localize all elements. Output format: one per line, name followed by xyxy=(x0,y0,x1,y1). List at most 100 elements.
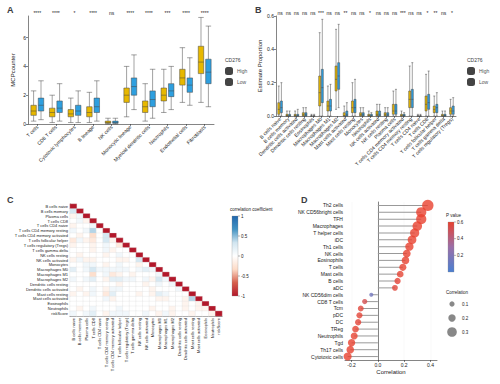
svg-text:NK cells: NK cells xyxy=(97,124,115,142)
svg-text:CD276: CD276 xyxy=(225,57,241,63)
svg-text:0.4: 0.4 xyxy=(267,46,274,52)
svg-text:Cytotoxic lymphocytes: Cytotoxic lymphocytes xyxy=(37,124,77,164)
svg-text:0.2: 0.2 xyxy=(462,316,469,321)
svg-text:****: **** xyxy=(126,10,134,16)
svg-text:Low: Low xyxy=(237,79,247,85)
svg-text:Macrophages: Macrophages xyxy=(313,223,344,229)
svg-text:ns: ns xyxy=(277,10,283,16)
svg-text:Th1 cells: Th1 cells xyxy=(323,244,344,250)
svg-text:Tgd: Tgd xyxy=(334,340,343,346)
svg-text:B cells: B cells xyxy=(328,278,343,284)
svg-text:D: D xyxy=(301,195,308,205)
svg-text:ns: ns xyxy=(335,10,341,16)
svg-text:0.1: 0.1 xyxy=(462,302,469,307)
svg-text:Low: Low xyxy=(479,79,489,85)
svg-text:0.2: 0.2 xyxy=(267,80,274,86)
svg-text:CD8 T cells: CD8 T cells xyxy=(317,299,343,305)
svg-text:T cells CD4 memory resting: T cells CD4 memory resting xyxy=(104,318,109,367)
svg-text:ns: ns xyxy=(310,10,316,16)
svg-text:T cells CD4 memory activated: T cells CD4 memory activated xyxy=(110,318,115,371)
svg-text:Cytotoxic cells: Cytotoxic cells xyxy=(311,354,343,360)
svg-text:ns: ns xyxy=(359,10,365,16)
svg-text:riskScore: riskScore xyxy=(51,311,68,316)
svg-text:NK cells resting: NK cells resting xyxy=(137,318,142,346)
svg-text:0.5: 0.5 xyxy=(241,234,248,239)
svg-text:NK cells activated: NK cells activated xyxy=(144,318,149,350)
svg-text:B: B xyxy=(255,5,262,15)
svg-text:Mast cells resting: Mast cells resting xyxy=(190,318,195,349)
svg-text:Dendritic cells activated: Dendritic cells activated xyxy=(183,318,188,360)
svg-text:Macrophages M2: Macrophages M2 xyxy=(170,317,175,349)
svg-text:*: * xyxy=(369,10,371,16)
svg-text:ns: ns xyxy=(302,10,308,16)
svg-text:0: 0 xyxy=(23,121,26,127)
svg-text:Endothelial cells: Endothelial cells xyxy=(159,124,189,154)
svg-text:T cells: T cells xyxy=(329,264,344,270)
svg-text:0: 0 xyxy=(241,254,244,259)
svg-text:T cells gamma delta: T cells gamma delta xyxy=(130,317,135,353)
svg-text:MCPcounter: MCPcounter xyxy=(10,53,16,86)
svg-text:-0.2: -0.2 xyxy=(347,362,356,368)
svg-text:Monocytes: Monocytes xyxy=(150,318,155,337)
svg-text:Myeloid dendritic cells: Myeloid dendritic cells xyxy=(112,124,151,163)
svg-text:High: High xyxy=(237,68,248,74)
svg-text:Th2 cells: Th2 cells xyxy=(323,202,344,208)
svg-text:**: ** xyxy=(344,10,348,16)
svg-text:ns: ns xyxy=(384,10,390,16)
svg-text:P value: P value xyxy=(446,213,461,218)
svg-text:riskScore: riskScore xyxy=(216,317,221,334)
svg-text:****: **** xyxy=(182,10,190,16)
svg-text:4: 4 xyxy=(23,63,26,69)
svg-text:TFH: TFH xyxy=(333,216,343,222)
svg-text:Mast cells: Mast cells xyxy=(321,271,344,277)
svg-text:****: **** xyxy=(52,10,60,16)
svg-text:Dendritic cells resting: Dendritic cells resting xyxy=(177,318,182,356)
svg-text:0.6: 0.6 xyxy=(267,13,274,19)
svg-text:DC: DC xyxy=(336,319,344,325)
svg-text:correlation coefficient: correlation coefficient xyxy=(230,207,273,212)
svg-text:0.4: 0.4 xyxy=(457,236,464,241)
svg-text:***: *** xyxy=(165,10,171,16)
svg-text:ns: ns xyxy=(351,10,357,16)
svg-text:T cells: T cells xyxy=(25,124,40,139)
svg-text:T cells regulatory (Tregs): T cells regulatory (Tregs) xyxy=(124,317,129,362)
svg-text:***: *** xyxy=(400,10,406,16)
svg-text:0.0: 0.0 xyxy=(374,362,381,368)
svg-text:0.0: 0.0 xyxy=(267,113,274,119)
svg-text:NK CD56bright cells: NK CD56bright cells xyxy=(298,209,344,215)
svg-text:0.2: 0.2 xyxy=(457,253,464,258)
svg-text:0.2: 0.2 xyxy=(401,362,408,368)
svg-text:T cells CD8: T cells CD8 xyxy=(91,317,96,338)
svg-text:aDC: aDC xyxy=(333,285,343,291)
svg-text:****: **** xyxy=(145,10,153,16)
svg-text:-1: -1 xyxy=(241,294,245,299)
svg-text:0.3: 0.3 xyxy=(462,330,469,335)
svg-text:NK CD56dim cells: NK CD56dim cells xyxy=(302,292,343,298)
svg-text:-0.5: -0.5 xyxy=(241,274,249,279)
svg-text:Dendritic cells activated: Dendritic cells activated xyxy=(257,116,298,157)
svg-text:2: 2 xyxy=(23,92,26,98)
svg-text:Macrophages M1: Macrophages M1 xyxy=(163,317,168,349)
svg-text:*: * xyxy=(426,10,428,16)
svg-text:Eosinophils: Eosinophils xyxy=(317,257,343,263)
svg-text:****: **** xyxy=(33,10,41,16)
svg-text:ns: ns xyxy=(376,10,382,16)
svg-text:T cells follicular helper: T cells follicular helper xyxy=(117,317,122,357)
svg-text:T cells regulatory (Tregs): T cells regulatory (Tregs) xyxy=(411,116,454,159)
svg-text:TReg: TReg xyxy=(331,326,343,332)
svg-text:B lineage: B lineage xyxy=(76,124,95,143)
svg-text:ns: ns xyxy=(441,10,447,16)
svg-text:**: ** xyxy=(434,10,438,16)
svg-text:Plasma cells: Plasma cells xyxy=(84,318,89,340)
svg-text:Neutrophils: Neutrophils xyxy=(318,333,344,339)
svg-text:ns: ns xyxy=(109,10,115,16)
svg-text:NK cells: NK cells xyxy=(325,251,344,257)
svg-text:***: *** xyxy=(318,10,324,16)
svg-text:Mast cells activated: Mast cells activated xyxy=(196,318,201,353)
svg-text:****: **** xyxy=(89,10,97,16)
svg-text:iDC: iDC xyxy=(335,237,344,243)
svg-text:ns: ns xyxy=(286,10,292,16)
svg-text:ns: ns xyxy=(408,10,414,16)
svg-text:CD276: CD276 xyxy=(467,57,483,63)
svg-text:Fibroblasts: Fibroblasts xyxy=(185,124,207,146)
